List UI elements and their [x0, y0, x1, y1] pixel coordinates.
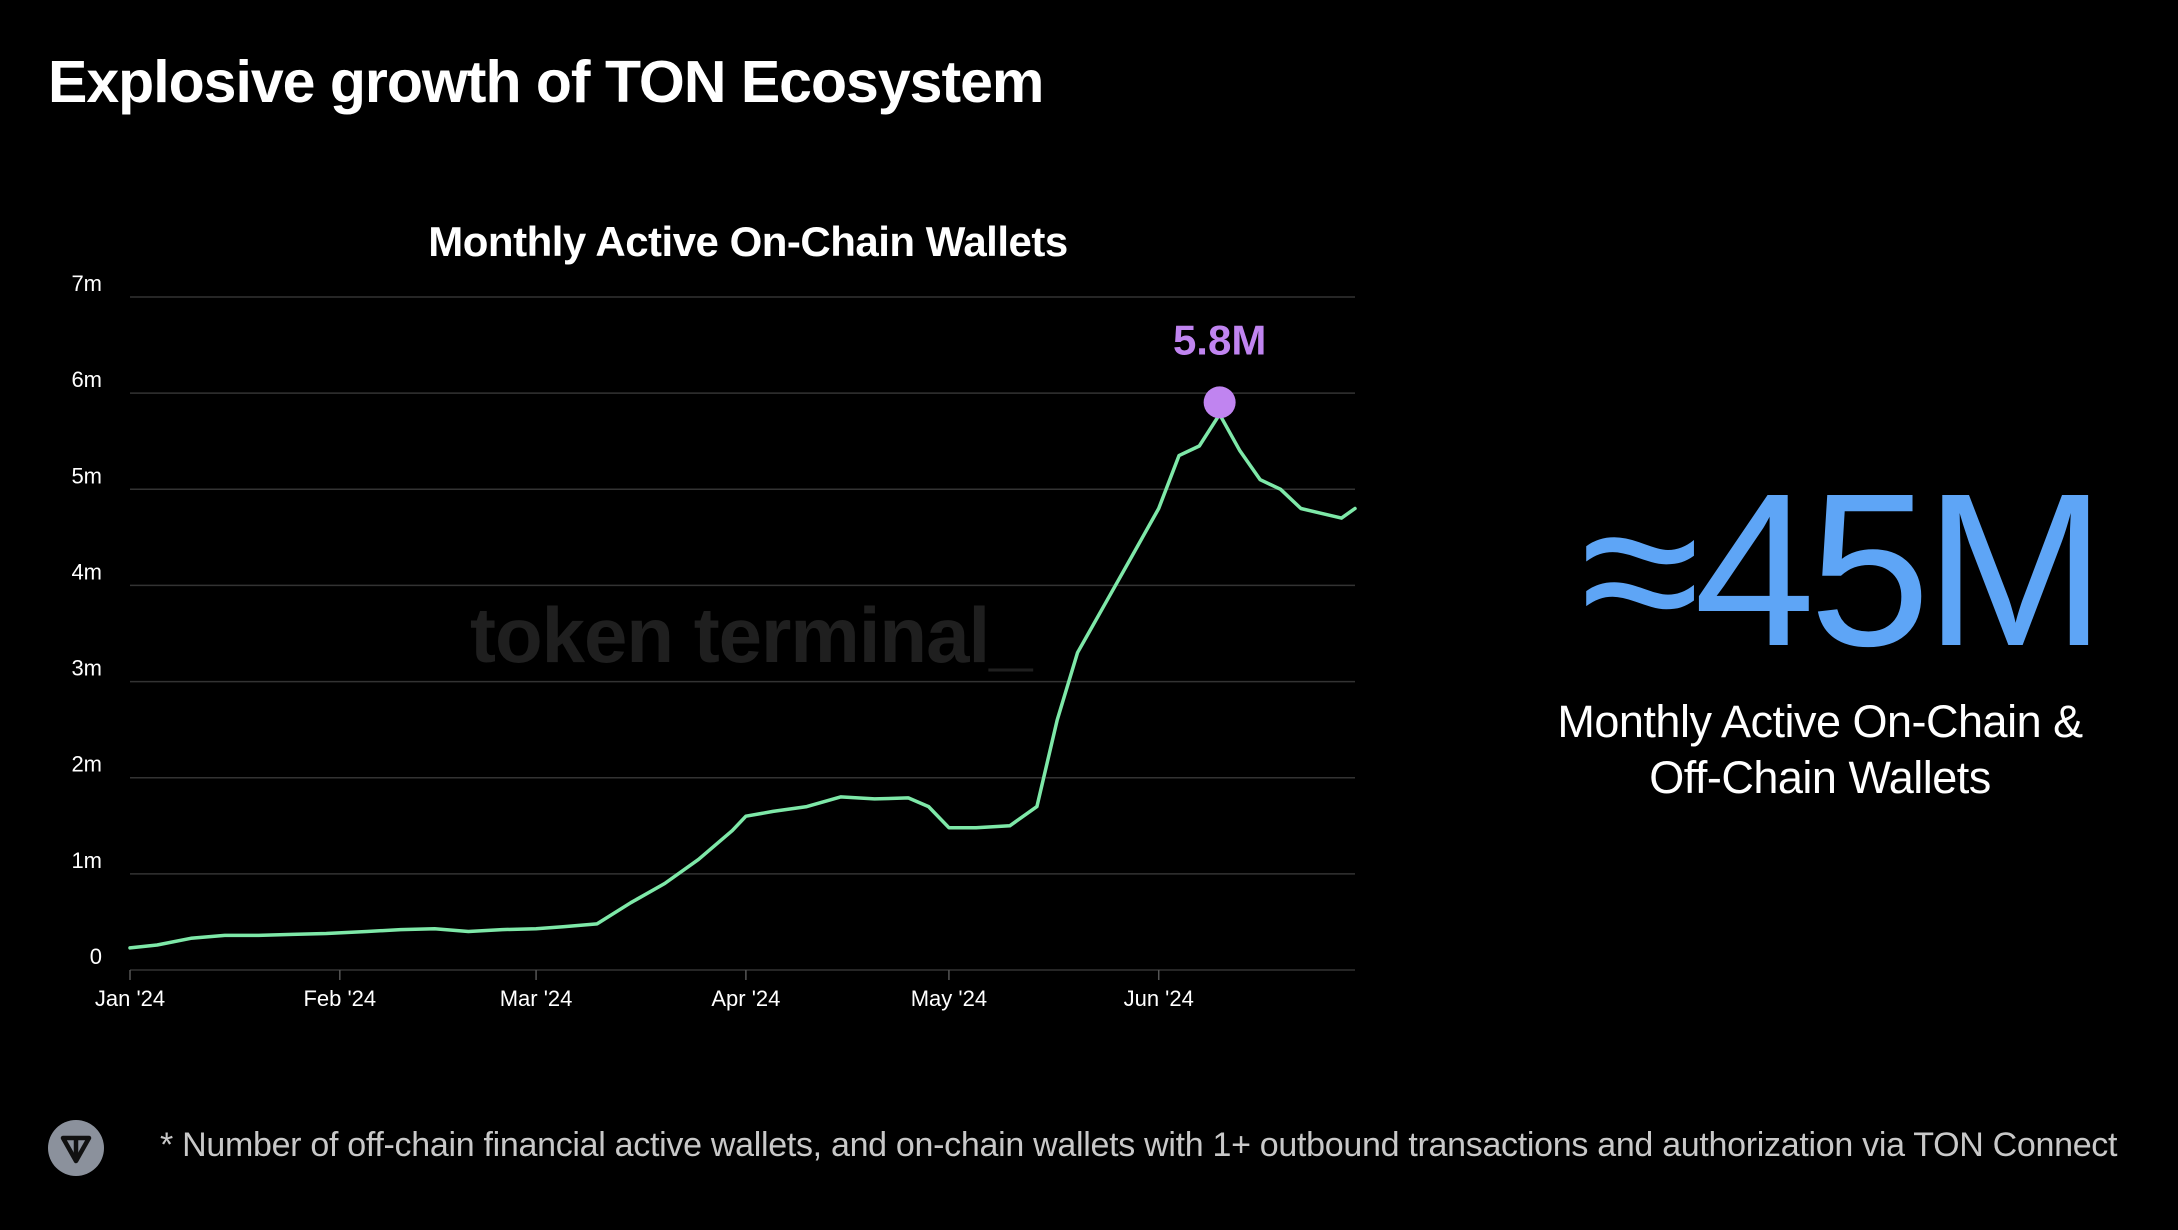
big-stat-value: ≈45M	[1580, 449, 2106, 692]
x-tick-label: Feb '24	[303, 986, 376, 1011]
big-stat-label-line1: Monthly Active On-Chain &	[1557, 696, 2083, 747]
y-tick-label: 6m	[71, 367, 102, 392]
ton-logo-icon	[48, 1120, 104, 1176]
big-stat-label: Monthly Active On-Chain & Off-Chain Wall…	[1500, 694, 2140, 806]
chart-annotations: 5.8M	[1173, 316, 1266, 419]
y-tick-label: 2m	[71, 752, 102, 777]
y-tick-label: 7m	[71, 271, 102, 296]
y-tick-label: 3m	[71, 656, 102, 681]
series-line	[128, 412, 1357, 950]
chart-y-axis: 0 1m 2m 3m 4m 5m 6m 7m	[71, 271, 102, 969]
y-tick-label: 4m	[71, 559, 102, 584]
x-tick-label: Apr '24	[711, 986, 780, 1011]
chart-series	[128, 412, 1357, 950]
y-tick-label: 1m	[71, 848, 102, 873]
chart-gridlines	[130, 296, 1355, 971]
footnote: * Number of off-chain financial active w…	[160, 1126, 2118, 1164]
peak-marker	[1203, 386, 1236, 419]
x-tick-label: Mar '24	[500, 986, 573, 1011]
slide-title: Explosive growth of TON Ecosystem	[48, 49, 1044, 115]
big-stat-label-line2: Off-Chain Wallets	[1649, 752, 1991, 803]
x-tick-label: Jan '24	[95, 986, 165, 1011]
x-tick-label: Jun '24	[1124, 986, 1194, 1011]
y-tick-label: 5m	[71, 463, 102, 488]
y-tick-label: 0	[90, 944, 102, 969]
chart-title: Monthly Active On-Chain Wallets	[428, 218, 1068, 265]
chart-x-axis: Jan '24 Feb '24 Mar '24 Apr '24 May '24 Jun '…	[95, 970, 1194, 1011]
watermark: token terminal_	[470, 591, 1033, 679]
peak-label: 5.8M	[1173, 316, 1266, 363]
x-tick-label: May '24	[911, 986, 987, 1011]
